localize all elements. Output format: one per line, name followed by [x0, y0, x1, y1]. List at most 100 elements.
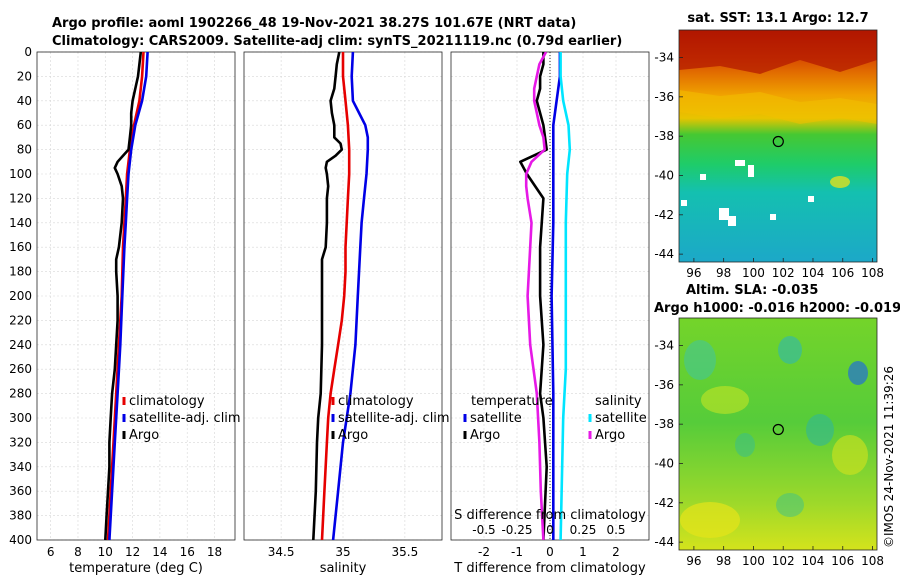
figure-title-line1: Argo profile: aoml 1902266_48 19-Nov-202… — [52, 16, 576, 31]
sla-high-eddy — [832, 435, 868, 475]
sla-low-eddy — [735, 433, 755, 457]
legend-label: satellite-adj. clim — [338, 411, 450, 426]
y-tick-label: 400 — [9, 533, 32, 547]
x-tick-label: 102 — [772, 266, 795, 280]
sst-warm-band — [679, 30, 877, 74]
secondary-tick-label: 0.5 — [606, 523, 625, 537]
x-tick-label: 14 — [152, 545, 167, 559]
legend-label: satellite — [595, 411, 647, 426]
series-line-salinity-argo — [524, 52, 548, 540]
y-tick-label: 240 — [9, 338, 32, 352]
y-tick-label: 120 — [9, 191, 32, 205]
x-axis-label: T difference from climatology — [453, 561, 646, 576]
x-tick-label: 35 — [335, 545, 350, 559]
x-tick-label: 104 — [802, 554, 825, 568]
x-axis-label: temperature (deg C) — [69, 561, 203, 576]
secondary-tick-label: 0 — [546, 523, 554, 537]
y-tick-label: 140 — [9, 216, 32, 230]
legend-label: Argo — [470, 428, 500, 443]
series-group — [104, 52, 149, 540]
x-tick-label: 96 — [686, 266, 701, 280]
sla-low-eddy — [848, 361, 868, 385]
map-frame — [678, 317, 878, 551]
x-tick-label: 18 — [207, 545, 222, 559]
secondary-tick-label: -0.5 — [472, 523, 495, 537]
x-tick-label: 106 — [831, 266, 854, 280]
salinity-panel: 34.5 35 35.5 salinity climatology satellite-a… — [243, 51, 450, 576]
sst-cloud — [719, 208, 729, 220]
x-tick-label: 1 — [579, 545, 587, 559]
y-tick-label: 260 — [9, 362, 32, 376]
sla-low-eddy — [778, 336, 802, 364]
series-line-satellite-adj-clim — [331, 52, 370, 540]
sla-map-title-line1: Altim. SLA: -0.035 — [686, 283, 818, 298]
y-tick-label: 40 — [17, 94, 32, 108]
series-line-argo — [104, 52, 143, 540]
x-tick-label: 2 — [612, 545, 620, 559]
sst-cloud — [748, 165, 754, 177]
figure-title-line2: Climatology: CARS2009. Satellite-adj cli… — [52, 34, 622, 49]
y-tick-label: -36 — [654, 90, 674, 104]
y-tick-label: -40 — [654, 168, 674, 182]
series-group — [312, 52, 370, 540]
temperature-panel: 6 8 10 12 14 16 180204060801001201401601802002… — [9, 45, 241, 576]
legend-label: Argo — [595, 428, 625, 443]
y-tick-label: 60 — [17, 118, 32, 132]
y-tick-label: 200 — [9, 289, 32, 303]
sst-cloud — [770, 214, 776, 220]
legend-label: climatology — [338, 394, 414, 409]
sla-high-eddy — [680, 502, 740, 538]
sst-front-band — [679, 90, 877, 124]
y-tick-label: 380 — [9, 509, 32, 523]
legend-heading: temperature — [471, 394, 553, 409]
legend-label: Argo — [338, 428, 368, 443]
sla-low-eddy — [806, 414, 834, 446]
argo-position-marker — [772, 423, 784, 436]
copyright-stamp: ©IMOS 24-Nov-2021 11:39:26 — [882, 366, 896, 548]
sst-cloud — [735, 160, 745, 166]
x-tick-label: 108 — [861, 266, 884, 280]
series-line-climatology — [106, 52, 145, 540]
y-tick-label: -40 — [654, 456, 674, 470]
y-tick-label: -42 — [654, 208, 674, 222]
x-tick-label: 12 — [125, 545, 140, 559]
sla-low-eddy — [684, 340, 716, 380]
y-tick-label: 20 — [17, 69, 32, 83]
series-line-argo — [312, 52, 344, 540]
y-tick-label: -42 — [654, 496, 674, 510]
x-tick-label: 0 — [546, 545, 554, 559]
sla-map-panel: 96 98 100 102 104 106 108 -34 -36 -38 -40 -42 -44 Alt… — [654, 283, 900, 568]
secondary-axis-label: S difference from climatology — [454, 508, 646, 523]
x-tick-label: 35.5 — [392, 545, 419, 559]
y-tick-label: -34 — [654, 339, 674, 353]
y-tick-label: 320 — [9, 435, 32, 449]
argo-position-marker — [772, 135, 784, 148]
x-tick-label: 34.5 — [268, 545, 295, 559]
sst-cloud — [728, 216, 736, 226]
sla-low-eddy — [776, 493, 804, 517]
y-tick-label: 220 — [9, 313, 32, 327]
difference-panel: -2 -1 0 1 2 T difference from climatology S di… — [450, 51, 650, 576]
y-tick-label: 300 — [9, 411, 32, 425]
x-tick-label: 6 — [47, 545, 55, 559]
plot-frame — [36, 51, 236, 541]
x-tick-label: 100 — [742, 554, 765, 568]
y-tick-label: 280 — [9, 387, 32, 401]
x-tick-label: -2 — [478, 545, 490, 559]
y-tick-label: -44 — [654, 535, 674, 549]
sst-cloud — [808, 196, 814, 202]
y-tick-label: 160 — [9, 240, 32, 254]
x-tick-label: 98 — [716, 266, 731, 280]
x-tick-label: 16 — [180, 545, 195, 559]
x-tick-label: 8 — [74, 545, 82, 559]
y-tick-label: -34 — [654, 51, 674, 65]
legend-heading: salinity — [595, 394, 642, 409]
x-tick-label: 108 — [861, 554, 884, 568]
x-tick-label: 10 — [98, 545, 113, 559]
x-tick-label: 102 — [772, 554, 795, 568]
y-tick-label: -38 — [654, 129, 674, 143]
y-tick-label: -36 — [654, 378, 674, 392]
series-line-climatology — [320, 52, 351, 540]
series-group — [518, 52, 572, 540]
